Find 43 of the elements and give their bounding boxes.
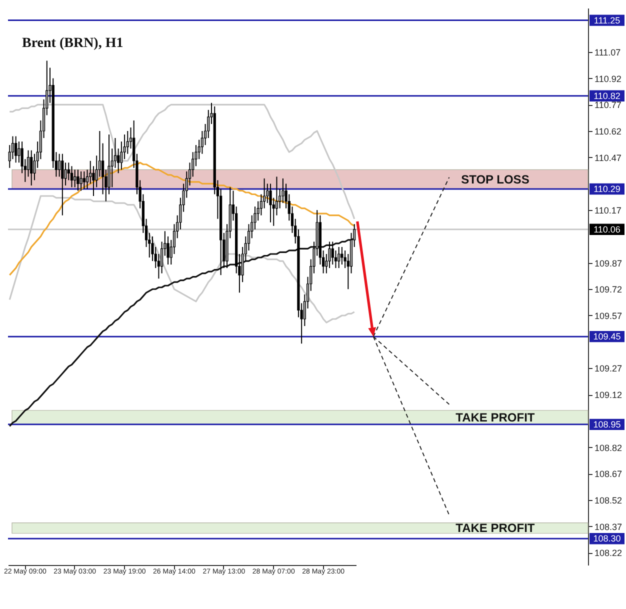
ref-line-label: 110.29 <box>594 184 620 194</box>
candlestick <box>18 141 20 164</box>
y-tick-label: 108.52 <box>594 495 622 506</box>
candlestick <box>76 169 80 192</box>
band-label: STOP LOSS <box>461 172 530 186</box>
y-tick-label: 110.62 <box>594 126 622 136</box>
y-tick-label: 110.77 <box>594 100 622 110</box>
y-tick-label: 108.22 <box>594 548 622 558</box>
candlestick <box>30 150 33 186</box>
candlestick <box>70 166 74 188</box>
y-tick-label: 111.07 <box>594 47 621 58</box>
text: Brent (BRN), H1 <box>22 36 124 51</box>
candlestick <box>340 246 344 266</box>
candlestick <box>338 246 340 269</box>
candlestick <box>14 136 18 164</box>
ref-line-label: 110.06 <box>594 224 620 234</box>
line-series <box>8 162 356 276</box>
y-tick-label: 110.47 <box>594 152 622 163</box>
y-tick-label: 110.17 <box>594 206 622 216</box>
y-tick-label: 109.57 <box>594 310 622 321</box>
y-tick-label: 110.92 <box>594 74 622 84</box>
candlestick <box>331 241 334 266</box>
ref-line-label: 108.95 <box>593 419 621 430</box>
band-label: TAKE PROFIT <box>456 521 536 536</box>
candlestick <box>82 170 86 190</box>
y-tick-label: 108.82 <box>594 442 622 453</box>
candlestick <box>269 183 272 223</box>
ref-line-label: 110.82 <box>594 90 620 101</box>
y-tick-label: 108.67 <box>594 469 622 480</box>
ref-line-label: 109.45 <box>593 332 621 342</box>
candlestick <box>58 153 61 178</box>
band-label: TAKE PROFIT <box>456 410 536 424</box>
candlestick <box>74 169 76 188</box>
ref-line-label: 108.30 <box>593 534 621 544</box>
y-tick-label: 108.37 <box>594 522 622 532</box>
candlestick <box>80 170 82 192</box>
candlestick <box>64 162 67 186</box>
y-tick-label: 109.72 <box>594 284 622 295</box>
y-tick-label: 109.27 <box>594 364 622 374</box>
ref-line-label: 111.25 <box>594 15 620 26</box>
y-tick-label: 109.87 <box>594 258 622 268</box>
y-tick-label: 109.12 <box>594 390 622 400</box>
candlestick <box>61 153 64 216</box>
